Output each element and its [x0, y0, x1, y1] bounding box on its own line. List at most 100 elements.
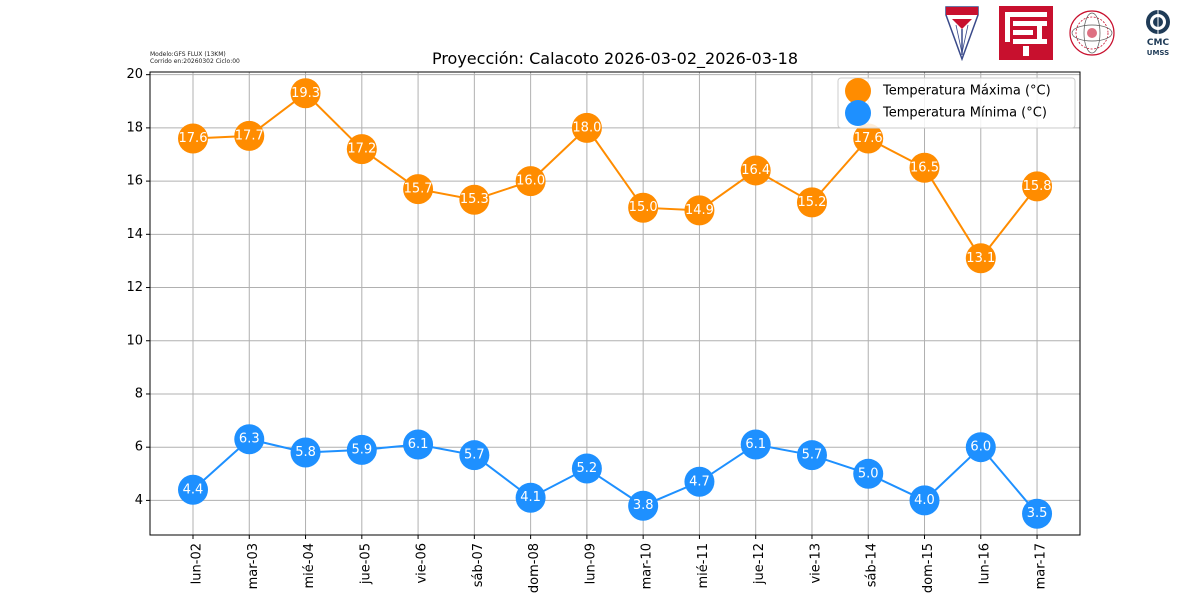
- series-min: 4.4 6.3 5.8 5.9 6.1 5.7 4.1 5.2 3.8 4.7 6.1 5.7 5.0 4…: [178, 424, 1053, 529]
- series: 17.6 17.7 19.3 17.2 15.7 15.3 16.0 18.0 15.0 14.9…: [178, 78, 1053, 529]
- y-tick-label: 12: [126, 280, 143, 295]
- legend-marker: [845, 78, 871, 104]
- legend-label: Temperatura Máxima (°C): [882, 84, 1051, 99]
- data-point: [346, 434, 377, 465]
- data-point: [628, 192, 659, 223]
- data-label: 5.8: [295, 445, 316, 460]
- data-label: 3.5: [1027, 506, 1048, 521]
- data-point: [234, 424, 265, 455]
- data-point: [1022, 498, 1053, 529]
- data-label: 19.3: [291, 86, 320, 101]
- data-point: [853, 458, 884, 489]
- legend: Temperatura Máxima (°C) Temperatura Mínim…: [837, 77, 1076, 129]
- data-label: 5.0: [858, 466, 879, 481]
- cmc-logo: CMC UMSS: [1136, 8, 1180, 62]
- x-tick-label: vie-06: [415, 543, 430, 584]
- data-point: [571, 112, 602, 143]
- series-max: 17.6 17.7 19.3 17.2 15.7 15.3 16.0 18.0 15.0 14.9…: [178, 78, 1053, 274]
- x-tick-label: mar-03: [246, 543, 261, 589]
- data-point: [459, 440, 490, 471]
- data-point: [178, 123, 208, 154]
- data-point: [965, 243, 996, 274]
- data-point: [740, 429, 771, 460]
- data-label: 6.3: [239, 432, 260, 447]
- data-point: [1022, 171, 1053, 202]
- series-line: [192, 91, 1038, 261]
- cmc-logo-line1: CMC: [1147, 38, 1170, 48]
- data-label: 16.5: [910, 160, 939, 175]
- umss-shield-logo: [944, 5, 980, 65]
- data-label: 17.2: [347, 142, 376, 157]
- model-info: Modelo:GFS FLUX (13KM) Corrido en:202603…: [150, 51, 240, 65]
- legend-marker: [845, 100, 871, 126]
- faculty-logo: [999, 6, 1053, 64]
- x-tick-label: mié-04: [302, 543, 317, 589]
- data-label: 18.0: [572, 120, 601, 135]
- seal-logo: [1067, 7, 1117, 63]
- y-tick-label: 10: [126, 333, 143, 348]
- x-tick-label: sáb-14: [865, 543, 880, 587]
- data-label: 5.2: [577, 461, 598, 476]
- data-label: 4.1: [520, 490, 541, 505]
- data-point: [965, 432, 996, 463]
- data-point: [740, 155, 771, 186]
- data-label: 4.7: [689, 474, 710, 489]
- legend-box: [837, 77, 1076, 129]
- plot-frame: [149, 71, 1081, 536]
- x-tick-label: lun-16: [977, 543, 992, 584]
- data-label: 4.4: [183, 482, 204, 497]
- data-point: [459, 184, 490, 215]
- data-point: [178, 474, 208, 505]
- data-label: 17.6: [854, 131, 883, 146]
- data-label: 14.9: [685, 203, 714, 218]
- y-tick-label: 16: [126, 174, 143, 189]
- x-tick-label: dom-15: [921, 543, 936, 593]
- data-point: [796, 440, 827, 471]
- y-tick-label: 6: [135, 440, 143, 455]
- data-label: 17.6: [179, 131, 208, 146]
- x-tick-label: mar-17: [1034, 543, 1049, 589]
- data-label: 4.0: [914, 493, 935, 508]
- data-point: [909, 152, 940, 183]
- y-tick-label: 18: [126, 120, 143, 135]
- data-label: 6.1: [408, 437, 429, 452]
- data-point: [628, 490, 659, 521]
- data-label: 6.0: [970, 440, 991, 455]
- x-tick-label: mar-10: [640, 543, 655, 589]
- data-label: 13.1: [966, 251, 995, 266]
- data-point: [684, 466, 715, 497]
- data-label: 5.7: [464, 448, 485, 463]
- data-point: [346, 134, 377, 165]
- data-label: 5.9: [351, 442, 372, 457]
- data-label: 15.0: [629, 200, 658, 215]
- data-point: [515, 482, 546, 513]
- x-tick-label: dom-08: [527, 543, 542, 593]
- data-point: [234, 120, 265, 151]
- data-point: [403, 174, 434, 205]
- axes: lun-02 mar-03 mié-04 jue-05 vie-06 sáb-07 dom-…: [126, 67, 1081, 593]
- cmc-logo-line2: UMSS: [1147, 49, 1169, 57]
- data-point: [571, 453, 602, 484]
- model-line: Modelo:GFS FLUX (13KM): [150, 51, 226, 58]
- data-label: 15.2: [797, 195, 826, 210]
- y-tick-label: 8: [135, 386, 143, 401]
- data-point: [796, 187, 827, 218]
- grid: [150, 72, 1080, 535]
- data-point: [909, 485, 940, 516]
- data-point: [684, 195, 715, 226]
- y-tick-label: 14: [126, 227, 143, 242]
- data-label: 15.7: [404, 182, 433, 197]
- data-point: [290, 437, 321, 468]
- chart-title: Proyección: Calacoto 2026-03-02_2026-03-…: [432, 49, 798, 69]
- data-label: 3.8: [633, 498, 654, 513]
- legend-label: Temperatura Mínima (°C): [882, 106, 1047, 121]
- data-label: 5.7: [802, 448, 823, 463]
- x-tick-label: jue-05: [358, 543, 373, 585]
- x-tick-label: sáb-07: [471, 543, 486, 587]
- data-point: [853, 123, 884, 154]
- y-tick-label: 4: [135, 493, 143, 508]
- data-label: 15.8: [1023, 179, 1052, 194]
- x-tick-label: lun-09: [583, 543, 598, 584]
- data-point: [290, 78, 321, 109]
